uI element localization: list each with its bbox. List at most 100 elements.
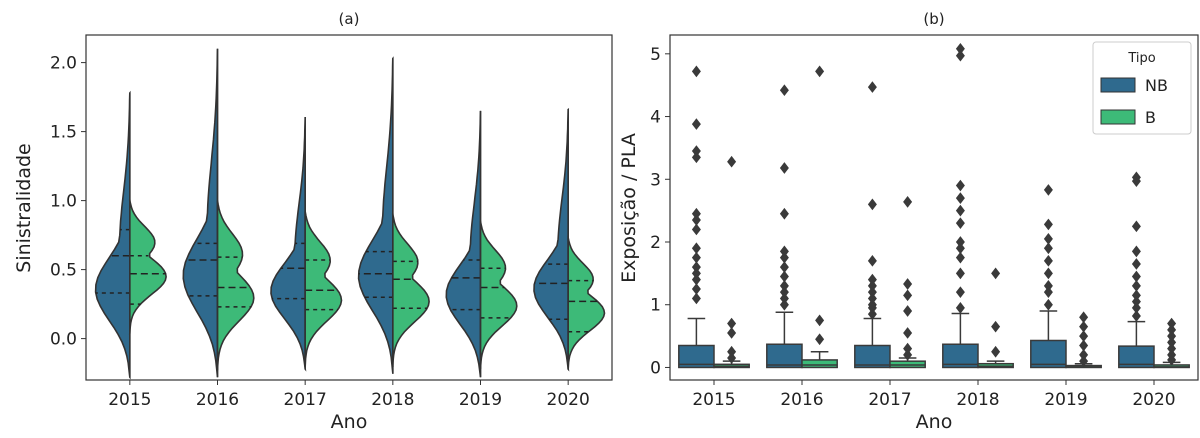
outlier-point (867, 198, 877, 211)
outlier-point (727, 155, 737, 168)
outlier-point (867, 298, 877, 311)
outlier-point (867, 280, 877, 292)
outlier-point (691, 65, 701, 78)
outlier-point (955, 217, 965, 230)
violin-half-left-2016 (182, 48, 219, 378)
y-tick-label-b: 2 (650, 233, 661, 253)
y-tick-label-a: 1.0 (50, 192, 77, 212)
outlier-point (955, 42, 965, 55)
x-tick-label-a: 2017 (284, 390, 327, 410)
outlier-point (1131, 245, 1141, 258)
y-tick-label-a: 0.0 (50, 330, 77, 350)
outlier-point (1079, 330, 1089, 342)
panel-title-b: (b) (923, 10, 944, 28)
boxplot-area (678, 42, 1190, 369)
outlier-point (1167, 330, 1177, 342)
outlier-point (1167, 342, 1177, 355)
outlier-point (815, 314, 825, 327)
legend-label-nb: NB (1145, 76, 1168, 95)
outlier-point (1079, 311, 1089, 324)
outlier-point (955, 267, 965, 280)
y-tick-label-a: 2.0 (50, 54, 77, 74)
box-NB-2015 (678, 344, 715, 369)
outlier-point (1131, 171, 1141, 184)
y-axis-label-a: Sinistralidade (13, 143, 35, 272)
outlier-point (1167, 323, 1177, 336)
outlier-point (867, 81, 877, 93)
legend-label-b: B (1145, 108, 1156, 127)
outlier-point (903, 278, 913, 290)
violin-half-left-2015 (94, 90, 131, 380)
violin-panel: 0.0 0.5 1.0 1.5 2.0 2015 2016 2017 2018 2019 2020… (13, 10, 613, 433)
outlier-point (779, 84, 789, 97)
outlier-point (727, 352, 737, 364)
outlier-point (867, 308, 877, 320)
outlier-point (867, 286, 877, 299)
outlier-point (867, 292, 877, 305)
outlier-point (727, 317, 737, 330)
x-tick-label-a: 2016 (196, 390, 239, 410)
outlier-point (815, 333, 825, 346)
y-axis-label-b: Exposição / PLA (618, 133, 640, 283)
box-NB-2016 (766, 343, 803, 369)
y-tick-label-b: 3 (650, 170, 661, 190)
outlier-point (955, 286, 965, 299)
legend: Tipo NB B (1092, 41, 1192, 135)
outlier-point (1043, 298, 1053, 311)
x-tick-label-a: 2018 (371, 390, 414, 410)
box-B-2016 (801, 359, 838, 369)
outlier-point (955, 236, 965, 248)
violin-half-right-2017 (304, 209, 343, 367)
y-axis-ticks-a: 0.0 0.5 1.0 1.5 2.0 (50, 54, 86, 350)
outlier-point (691, 273, 701, 286)
outlier-point (1079, 355, 1089, 368)
violin-half-right-2020 (567, 235, 606, 372)
outlier-point (727, 345, 737, 358)
y-tick-label-b: 4 (650, 108, 661, 128)
outlier-point (727, 327, 737, 339)
outlier-point (1131, 289, 1141, 302)
y-tick-label-a: 0.5 (50, 261, 77, 281)
outlier-point (779, 292, 789, 305)
x-tick-label-b: 2020 (1132, 390, 1175, 410)
outlier-point (903, 342, 913, 355)
x-tick-label-b: 2017 (868, 390, 911, 410)
outlier-point (1131, 295, 1141, 308)
violin-half-left-2018 (357, 56, 394, 374)
box-NB-2019 (1030, 339, 1067, 369)
x-tick-label-b: 2018 (956, 390, 999, 410)
outlier-point (903, 305, 913, 317)
x-axis-ticks-b: 2015 2016 2017 2018 2019 2020 (692, 380, 1176, 410)
outlier-point (779, 270, 789, 283)
y-tick-label-b: 1 (650, 296, 661, 316)
outlier-point (779, 298, 789, 311)
x-axis-label-a: Ano (331, 411, 368, 433)
outlier-point (991, 320, 1001, 333)
x-tick-label-b: 2016 (780, 390, 823, 410)
violin-half-right-2018 (391, 213, 430, 367)
violin-half-right-2019 (479, 221, 518, 370)
outlier-point (691, 267, 701, 280)
outlier-point (1131, 258, 1141, 270)
violin-half-left-2017 (270, 117, 307, 372)
plot-frame-a (85, 34, 613, 381)
outlier-point (1131, 280, 1141, 292)
outlier-point (903, 289, 913, 302)
outlier-point (779, 207, 789, 220)
plot-frame-b (669, 34, 1199, 381)
outlier-point (903, 327, 913, 339)
outlier-point (867, 273, 877, 286)
outlier-point (691, 214, 701, 226)
panel-title-a: (a) (339, 10, 360, 28)
outlier-point (955, 302, 965, 314)
violin-half-left-2020 (533, 108, 570, 372)
violin-half-left-2019 (445, 110, 482, 378)
violin-plot-area (94, 48, 606, 380)
outlier-point (691, 242, 701, 255)
outlier-point (1167, 336, 1177, 349)
x-tick-label-a: 2019 (459, 390, 502, 410)
outlier-point (691, 261, 701, 273)
outlier-point (1043, 267, 1053, 280)
outlier-point (1167, 349, 1177, 361)
